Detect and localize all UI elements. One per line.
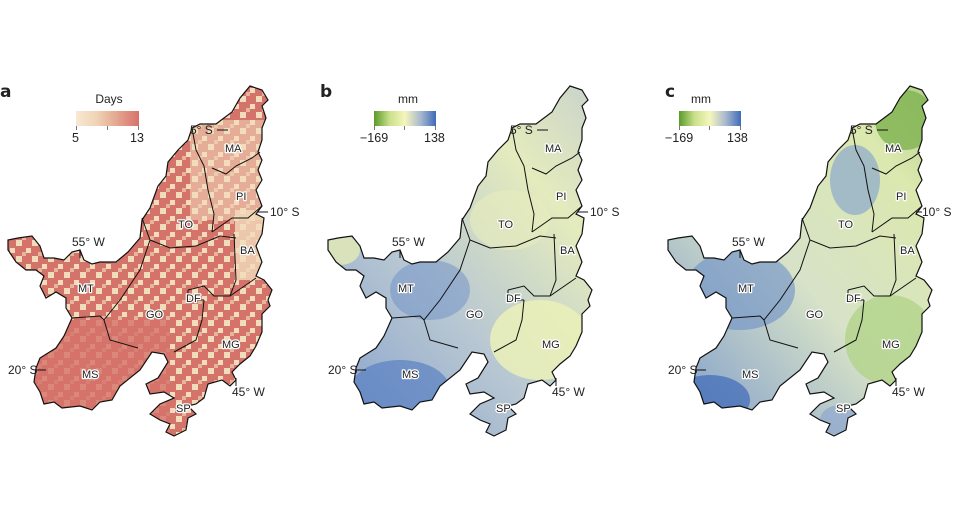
map-precip-b: MA PI TO BA MT DF GO MG MS SP 5° S 10° S… — [327, 85, 619, 437]
svg-text:MA: MA — [545, 143, 562, 155]
svg-text:MS: MS — [82, 369, 99, 381]
panel-letter: b — [320, 82, 333, 102]
legend-colorbar — [679, 111, 741, 126]
svg-text:MG: MG — [882, 339, 900, 351]
legend-colorbar — [76, 111, 139, 126]
svg-text:55° W: 55° W — [392, 235, 425, 249]
raster-layer — [8, 86, 272, 436]
state-labels: MA PI TO BA MT DF GO MG MS SP — [77, 142, 257, 417]
svg-text:MT: MT — [398, 283, 414, 295]
panel-letter: c — [665, 82, 676, 102]
svg-text:5° S: 5° S — [510, 123, 533, 137]
legend-min: 5 — [72, 131, 79, 145]
legend-title: mm — [398, 92, 418, 106]
svg-text:DF: DF — [846, 293, 861, 305]
svg-text:10° S: 10° S — [590, 205, 619, 219]
svg-text:PI: PI — [556, 191, 566, 203]
panel-letter: a — [0, 82, 12, 102]
state-borders — [71, 127, 263, 353]
svg-text:20° S: 20° S — [8, 363, 37, 377]
legend-colorbar — [374, 111, 436, 126]
svg-text:TO: TO — [838, 219, 854, 231]
panel-c: c mm −169 138 — [665, 0, 960, 530]
svg-text:MA: MA — [885, 143, 902, 155]
svg-text:MA: MA — [225, 143, 242, 155]
panel-b: b mm −169 138 — [320, 0, 640, 530]
map-precip-c: MA PI TO BA MT DF GO MG MS SP 5° S 10° S… — [667, 85, 951, 437]
svg-text:5° S: 5° S — [190, 123, 213, 137]
legend-tick — [404, 126, 405, 130]
svg-text:45° W: 45° W — [552, 385, 585, 399]
svg-text:BA: BA — [240, 245, 255, 257]
svg-text:MS: MS — [402, 369, 419, 381]
svg-text:DF: DF — [186, 293, 201, 305]
legend-title: mm — [691, 92, 711, 106]
svg-text:SP: SP — [496, 403, 511, 415]
legend-title: Days — [95, 92, 123, 106]
svg-text:PI: PI — [896, 191, 906, 203]
svg-text:GO: GO — [146, 309, 164, 321]
svg-text:MT: MT — [78, 283, 94, 295]
coordinate-labels: 5° S 10° S 55° W 20° S 45° W — [328, 123, 619, 399]
svg-text:10° S: 10° S — [922, 205, 951, 219]
legend-tick — [138, 126, 139, 130]
svg-text:MT: MT — [738, 283, 754, 295]
svg-text:20° S: 20° S — [668, 363, 697, 377]
state-borders — [731, 127, 923, 353]
svg-text:DF: DF — [506, 293, 521, 305]
svg-text:SP: SP — [176, 403, 191, 415]
state-labels: MA PI TO BA MT DF GO MG MS SP — [397, 142, 577, 417]
legend-tick — [107, 126, 108, 130]
svg-text:BA: BA — [560, 245, 575, 257]
svg-text:MG: MG — [542, 339, 560, 351]
legend-tick — [76, 126, 77, 130]
state-labels: MA PI TO BA MT DF GO MG MS SP — [737, 142, 917, 417]
svg-text:10° S: 10° S — [270, 205, 299, 219]
svg-text:SP: SP — [836, 403, 851, 415]
svg-text:5° S: 5° S — [850, 123, 873, 137]
legend-min: −169 — [665, 131, 694, 145]
svg-text:TO: TO — [498, 219, 514, 231]
map-days: MA PI TO BA MT DF GO MG MS SP 5° S 10° S… — [7, 85, 299, 437]
legend-tick — [709, 126, 710, 130]
svg-text:BA: BA — [900, 245, 915, 257]
state-borders — [391, 127, 583, 353]
svg-text:GO: GO — [806, 309, 824, 321]
svg-text:MS: MS — [742, 369, 759, 381]
svg-text:55° W: 55° W — [732, 235, 765, 249]
legend-tick — [740, 126, 741, 130]
svg-text:TO: TO — [178, 219, 194, 231]
svg-text:45° W: 45° W — [892, 385, 925, 399]
legend-max: 13 — [130, 131, 144, 145]
legend-max: 138 — [424, 131, 445, 145]
raster-layer — [328, 86, 592, 436]
svg-text:55° W: 55° W — [72, 235, 105, 249]
legend-tick — [374, 126, 375, 130]
svg-text:GO: GO — [466, 309, 484, 321]
coordinate-labels: 5° S 10° S 55° W 20° S 45° W — [668, 123, 951, 399]
svg-text:45° W: 45° W — [232, 385, 265, 399]
svg-text:MG: MG — [222, 339, 240, 351]
legend-max: 138 — [727, 131, 748, 145]
coordinate-labels: 5° S 10° S 55° W 20° S 45° W — [8, 123, 299, 399]
legend-tick — [435, 126, 436, 130]
svg-text:20° S: 20° S — [328, 363, 357, 377]
legend-tick — [679, 126, 680, 130]
svg-text:PI: PI — [236, 191, 246, 203]
panel-a: a Days 5 13 — [0, 0, 320, 530]
legend-min: −169 — [360, 131, 389, 145]
